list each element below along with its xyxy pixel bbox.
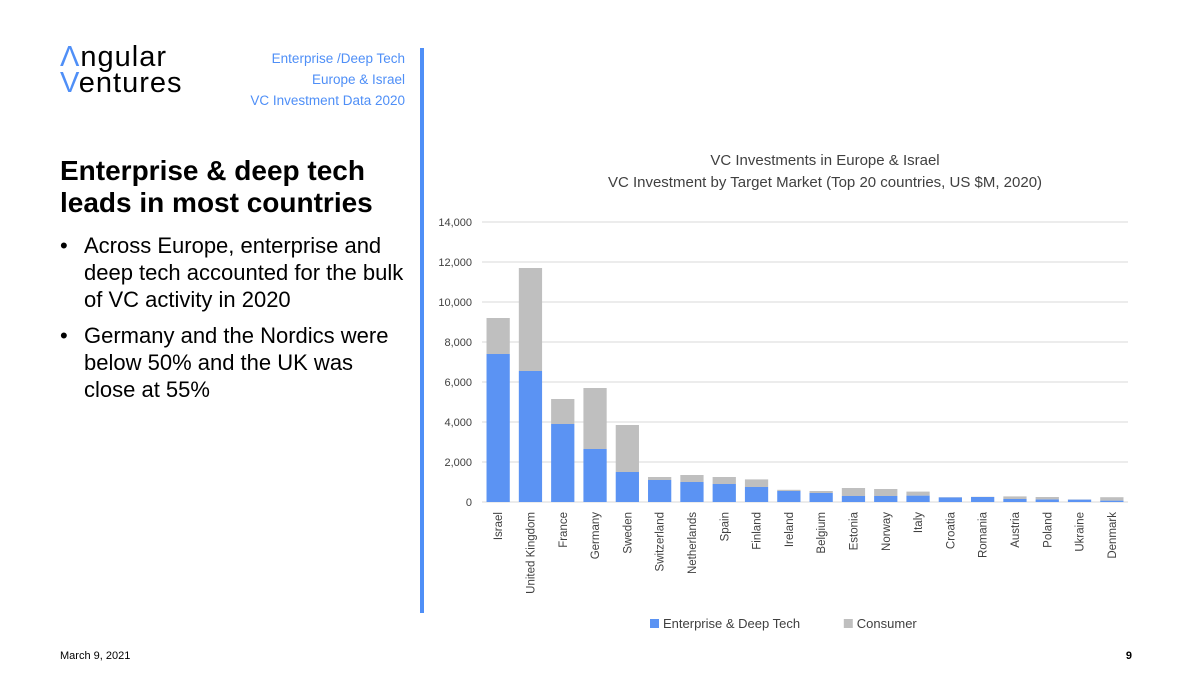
- x-tick-label: Ukraine: [1075, 512, 1087, 552]
- logo: Λngular Ventures: [60, 41, 183, 99]
- bar-enterprise: [518, 371, 543, 502]
- bar-enterprise: [615, 472, 639, 502]
- chart-subtitle: VC Investment by Target Market (Top 20 c…: [608, 174, 1042, 191]
- x-tick-label: Poland: [1042, 512, 1054, 548]
- logo-line-2: Ventures: [60, 67, 183, 99]
- bar-consumer: [1100, 497, 1124, 501]
- x-tick-label: Belgium: [816, 512, 828, 554]
- bar-enterprise: [874, 496, 898, 502]
- bar-enterprise: [841, 496, 866, 502]
- bar-enterprise: [938, 497, 962, 502]
- subtitle-line-1: Enterprise /Deep Tech: [271, 51, 405, 66]
- legend-swatch: [650, 619, 659, 628]
- bar-enterprise: [906, 495, 930, 502]
- logo-text-1: ngular: [80, 41, 167, 73]
- footer-date: March 9, 2021: [60, 650, 131, 662]
- header-subtitle: Enterprise /Deep Tech Europe & Israel VC…: [250, 48, 405, 111]
- slide-heading: Enterprise & deep tech leads in most cou…: [60, 155, 373, 218]
- stacked-bar-chart: VC Investments in Europe & Israel VC Inve…: [438, 152, 1128, 631]
- bar-enterprise: [551, 424, 575, 502]
- x-tick-label: France: [558, 512, 570, 548]
- x-tick-label: Spain: [719, 512, 731, 541]
- bullet-text: Across Europe, enterprise and deep tech …: [84, 233, 404, 312]
- bar-consumer: [712, 477, 736, 484]
- bar-consumer: [841, 488, 866, 496]
- x-tick-label: Netherlands: [687, 512, 699, 574]
- y-tick-label: 8,000: [444, 337, 472, 349]
- bar-enterprise: [712, 484, 736, 502]
- bar-enterprise: [971, 497, 995, 502]
- bar-enterprise: [744, 487, 769, 502]
- bar-enterprise: [486, 354, 510, 502]
- vertical-divider: [420, 48, 424, 613]
- bar-enterprise: [1067, 499, 1092, 502]
- bar-consumer: [809, 491, 833, 493]
- bullet-dot: •: [60, 323, 68, 348]
- logo-text-2: entures: [78, 67, 183, 99]
- bar-consumer: [648, 477, 672, 480]
- x-tick-label: Ireland: [784, 512, 796, 547]
- bar-enterprise: [1100, 500, 1124, 502]
- bullet-item: • Germany and the Nordics were below 50% …: [60, 322, 405, 403]
- bar-enterprise: [777, 491, 801, 502]
- subtitle-line-2: Europe & Israel: [311, 72, 405, 87]
- bar-enterprise: [1003, 499, 1027, 502]
- logo-accent-1: Λ: [60, 41, 81, 73]
- y-tick-label: 6,000: [444, 377, 472, 389]
- bar-consumer: [1003, 496, 1027, 499]
- bar-enterprise: [680, 482, 704, 502]
- x-tick-label: Denmark: [1107, 512, 1119, 559]
- logo-accent-2: V: [60, 67, 79, 99]
- x-tick-label: Romania: [978, 511, 990, 558]
- x-tick-label: Finland: [752, 512, 764, 550]
- bar-consumer: [744, 479, 769, 487]
- y-tick-label: 12,000: [438, 257, 472, 269]
- bullet-item: • Across Europe, enterprise and deep tech…: [60, 232, 405, 313]
- bullet-list: • Across Europe, enterprise and deep tech…: [60, 232, 405, 412]
- logo-line-1: Λngular: [60, 41, 182, 73]
- bar-consumer: [518, 268, 543, 371]
- bar-consumer: [874, 489, 898, 496]
- bar-consumer: [615, 425, 639, 472]
- bullet-text: Germany and the Nordics were below 50% a…: [84, 323, 389, 402]
- page-number: 9: [1125, 650, 1132, 662]
- y-tick-label: 2,000: [444, 457, 472, 469]
- legend-label: Enterprise & Deep Tech: [663, 616, 800, 631]
- x-tick-label: Estonia: [848, 511, 860, 550]
- x-tick-label: Italy: [913, 512, 925, 533]
- subtitle-line-3: VC Investment Data 2020: [250, 93, 405, 108]
- bar-consumer: [680, 475, 704, 482]
- bar-enterprise: [809, 493, 833, 502]
- bar-enterprise: [583, 449, 607, 502]
- x-tick-label: Israel: [493, 512, 505, 540]
- bar-consumer: [1035, 497, 1059, 500]
- x-tick-label: Germany: [590, 512, 602, 560]
- bar-consumer: [583, 388, 607, 449]
- y-tick-label: 0: [466, 497, 472, 509]
- x-tick-label: Austria: [1010, 511, 1022, 547]
- bar-enterprise: [648, 480, 672, 502]
- bar-consumer: [906, 491, 930, 496]
- x-tick-label: Norway: [881, 512, 893, 551]
- y-tick-label: 14,000: [438, 217, 472, 229]
- bar-consumer: [777, 489, 801, 491]
- legend-label: Consumer: [857, 616, 918, 631]
- y-tick-label: 4,000: [444, 417, 472, 429]
- bar-consumer: [486, 318, 510, 354]
- bullet-dot: •: [60, 233, 68, 258]
- x-tick-label: Sweden: [622, 512, 634, 554]
- legend-swatch: [843, 619, 853, 628]
- bar-enterprise: [1035, 499, 1059, 502]
- x-tick-label: Switzerland: [655, 512, 667, 571]
- y-tick-label: 10,000: [438, 297, 472, 309]
- x-tick-label: United Kingdom: [525, 512, 537, 594]
- x-tick-label: Croatia: [945, 511, 957, 549]
- bar-consumer: [551, 399, 575, 424]
- chart-title: VC Investments in Europe & Israel: [710, 152, 939, 169]
